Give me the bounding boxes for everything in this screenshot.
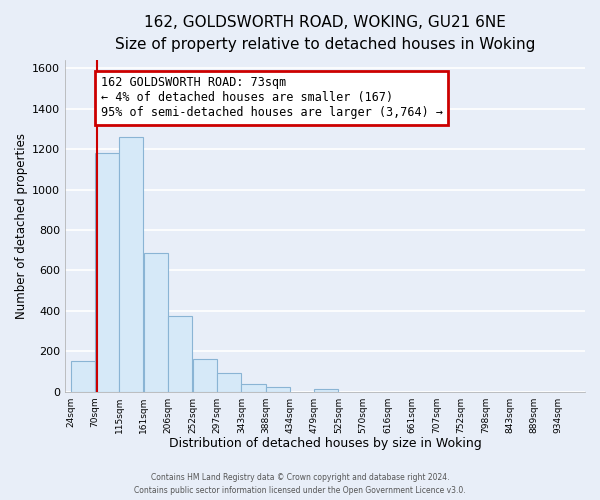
Bar bbox=[193, 360, 217, 392]
Bar bbox=[241, 384, 266, 392]
Bar bbox=[266, 387, 290, 392]
Bar bbox=[144, 253, 168, 392]
Bar bbox=[217, 373, 241, 392]
Bar bbox=[71, 362, 95, 392]
Bar bbox=[95, 153, 119, 392]
Bar bbox=[119, 137, 143, 392]
Text: Contains HM Land Registry data © Crown copyright and database right 2024.
Contai: Contains HM Land Registry data © Crown c… bbox=[134, 474, 466, 495]
Bar bbox=[168, 316, 192, 392]
Y-axis label: Number of detached properties: Number of detached properties bbox=[15, 133, 28, 319]
Bar bbox=[314, 389, 338, 392]
Text: 162 GOLDSWORTH ROAD: 73sqm
← 4% of detached houses are smaller (167)
95% of semi: 162 GOLDSWORTH ROAD: 73sqm ← 4% of detac… bbox=[101, 76, 443, 120]
Title: 162, GOLDSWORTH ROAD, WOKING, GU21 6NE
Size of property relative to detached hou: 162, GOLDSWORTH ROAD, WOKING, GU21 6NE S… bbox=[115, 15, 535, 52]
X-axis label: Distribution of detached houses by size in Woking: Distribution of detached houses by size … bbox=[169, 437, 481, 450]
